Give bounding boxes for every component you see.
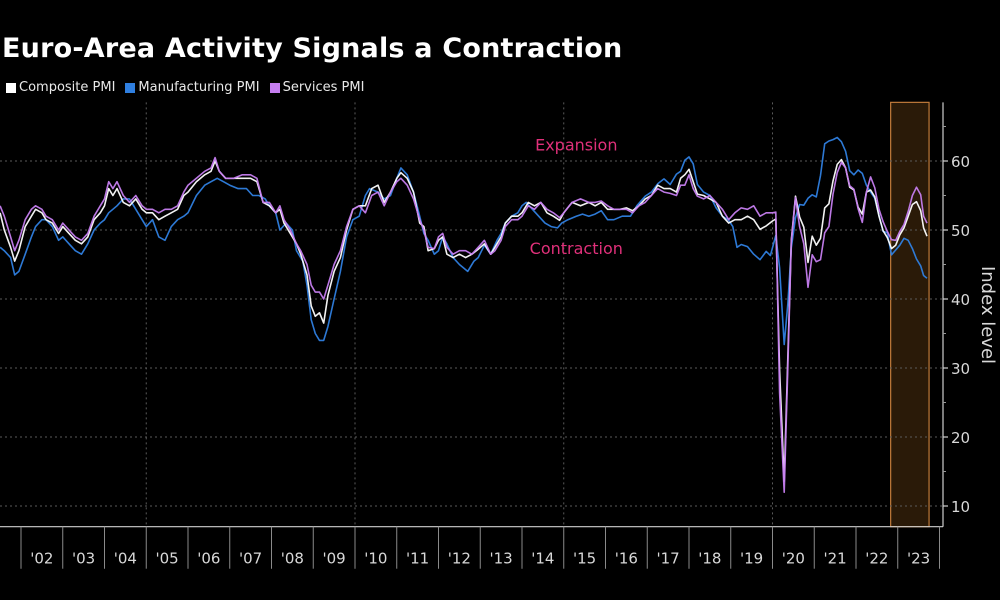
y-tick-label-10: 10 — [951, 498, 970, 516]
gridlines-layer — [0, 102, 943, 527]
legend-swatch-services — [269, 82, 280, 93]
legend-label-services: Services PMI — [282, 80, 365, 95]
y-tick-label-20: 20 — [951, 429, 970, 447]
series-line-services-pmi — [0, 156, 928, 493]
series-layer — [0, 136, 928, 493]
x-tick-label-2003: '03 — [72, 550, 95, 568]
series-line-composite-pmi — [0, 158, 928, 482]
x-tick-label-2006: '06 — [197, 550, 220, 568]
x-tick-label-2019: '19 — [740, 550, 763, 568]
legend-item-services: Services PMI — [269, 80, 365, 95]
x-tick-label-2015: '15 — [573, 550, 596, 568]
x-tick-label-2002: '02 — [30, 550, 53, 568]
x-tick-label-2023: '23 — [907, 550, 930, 568]
x-tick-label-2016: '16 — [615, 550, 638, 568]
x-tick-label-2011: '11 — [406, 550, 429, 568]
y-tick-label-30: 30 — [951, 360, 970, 378]
x-tick-label-2009: '09 — [323, 550, 346, 568]
legend-swatch-composite — [6, 82, 16, 93]
shaded-region — [890, 101, 930, 528]
y-axis-label: Index level — [977, 266, 998, 364]
x-tick-label-2005: '05 — [156, 550, 179, 568]
legend-label-composite: Composite PMI — [19, 80, 116, 95]
y-tick-label-60: 60 — [951, 153, 970, 171]
x-tick-label-2004: '04 — [114, 550, 137, 568]
x-tick-label-2007: '07 — [239, 550, 262, 568]
annotation-expansion: Expansion — [535, 136, 617, 155]
x-tick-label-2022: '22 — [865, 550, 888, 568]
axes-layer: 10 20 30 40 50 60 '02 '03 '04 '05 '06 '07 '08 '09 '10 '… — [0, 102, 970, 569]
annotation-contraction: Contraction — [530, 239, 623, 258]
x-tick-label-2012: '12 — [448, 550, 471, 568]
chart-title: Euro-Area Activity Signals a Contraction — [2, 33, 623, 64]
series-line-manufacturing-pmi — [0, 136, 928, 346]
x-tick-label-2021: '21 — [824, 550, 847, 568]
x-tick-label-2014: '14 — [531, 550, 554, 568]
x-tick-label-2020: '20 — [782, 550, 805, 568]
x-tick-label-2008: '08 — [281, 550, 304, 568]
x-tick-label-2018: '18 — [698, 550, 721, 568]
y-tick-label-50: 50 — [951, 222, 970, 240]
x-tick-label-2010: '10 — [364, 550, 387, 568]
shaded-region-layer — [890, 101, 930, 528]
legend-swatch-manufacturing — [125, 82, 136, 93]
legend-item-composite: Composite PMI — [6, 80, 115, 95]
annotations-layer: Expansion Contraction — [530, 136, 623, 259]
legend: Composite PMI Manufacturing PMI Services… — [6, 80, 364, 95]
legend-item-manufacturing: Manufacturing PMI — [125, 80, 260, 95]
y-tick-label-40: 40 — [951, 291, 970, 309]
legend-label-manufacturing: Manufacturing PMI — [138, 80, 260, 95]
x-tick-label-2017: '17 — [657, 550, 680, 568]
x-tick-label-2013: '13 — [490, 550, 513, 568]
